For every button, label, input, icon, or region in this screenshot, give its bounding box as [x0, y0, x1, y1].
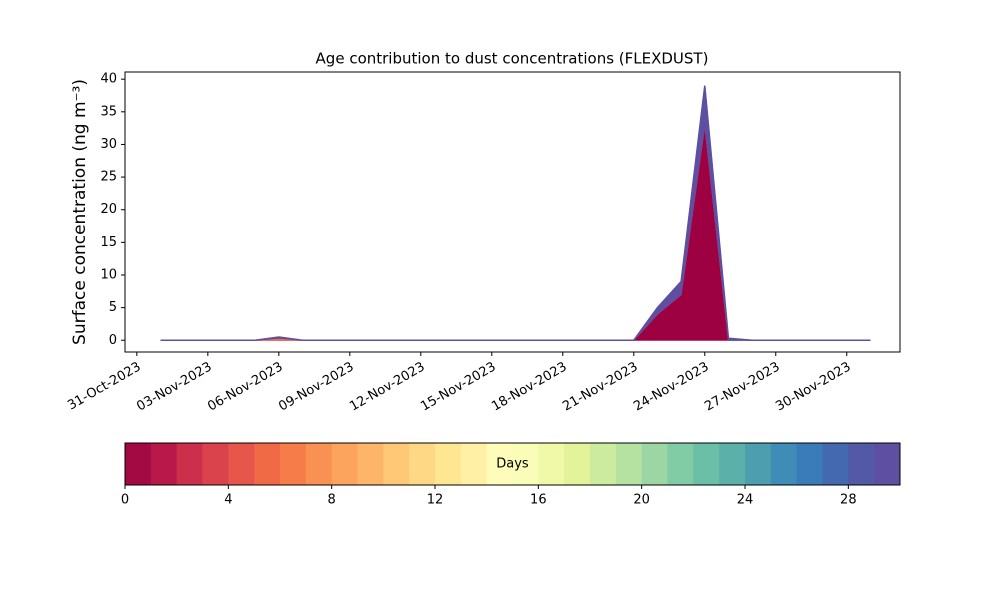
top-line	[160, 85, 871, 342]
y-tick-label: 10	[100, 267, 117, 282]
colorbar-swatch	[125, 443, 152, 485]
colorbar-swatch	[435, 443, 462, 485]
y-tick-label: 25	[100, 170, 117, 185]
colorbar-swatch	[538, 443, 565, 485]
colorbar-tick-label: 0	[121, 493, 129, 508]
colorbar-swatch	[590, 443, 617, 485]
x-tick-label: 15-Nov-2023	[418, 360, 498, 415]
colorbar-swatch	[719, 443, 746, 485]
colorbar-swatch	[667, 443, 694, 485]
x-tick-label: 31-Oct-2023	[65, 360, 143, 414]
area	[160, 85, 871, 341]
x-tick-label: 30-Nov-2023	[773, 360, 853, 415]
colorbar-swatch	[254, 443, 281, 485]
colorbar-swatch	[357, 443, 384, 485]
colorbar-swatch	[745, 443, 772, 485]
colorbar-tick-label: 12	[427, 493, 444, 508]
colorbar-swatch	[460, 443, 488, 485]
colorbar-swatch	[564, 443, 591, 485]
x-tick-label: 06-Nov-2023	[205, 360, 285, 415]
colorbar-swatch	[848, 443, 875, 485]
colorbar-swatch	[874, 443, 901, 485]
y-tick-label: 5	[109, 300, 117, 315]
colorbar-label: Days	[496, 457, 529, 472]
x-tick-label: 27-Nov-2023	[702, 360, 782, 415]
colorbar-swatch	[331, 443, 358, 485]
x-tick-label: 18-Nov-2023	[489, 360, 569, 415]
colorbar-tick-label: 8	[328, 493, 336, 508]
x-tick-label: 12-Nov-2023	[347, 360, 427, 415]
colorbar-frame	[124, 442, 901, 486]
colorbar-tick-label: 24	[737, 493, 754, 508]
y-tick-label: 30	[100, 137, 117, 152]
colorbar-swatch	[486, 443, 513, 485]
x-tick-label: 09-Nov-2023	[276, 360, 356, 415]
x-tick-label: 24-Nov-2023	[631, 360, 711, 415]
colorbar-tick-label: 20	[633, 493, 650, 508]
plot-frame	[124, 71, 901, 353]
colorbar-swatch	[202, 443, 229, 485]
colorbar-swatch	[383, 443, 410, 485]
colorbar-swatch	[305, 443, 333, 485]
chart-title: Age contribution to dust concentrations …	[316, 50, 709, 68]
y-tick-label: 0	[109, 333, 117, 348]
colorbar-swatch	[512, 443, 539, 485]
colorbar-tick-label: 4	[224, 493, 232, 508]
colorbar-swatch	[280, 443, 307, 485]
y-tick-label: 40	[100, 72, 117, 87]
x-tick-label: 03-Nov-2023	[134, 360, 214, 415]
y-tick-label: 15	[100, 235, 117, 250]
colorbar-tick-label: 28	[840, 493, 857, 508]
colorbar-swatch	[150, 443, 178, 485]
colorbar-swatch	[796, 443, 823, 485]
colorbar-swatch	[176, 443, 203, 485]
y-axis-label: Surface concentration (ng m⁻³)	[70, 79, 90, 345]
colorbar-swatch	[693, 443, 720, 485]
y-tick-label: 20	[100, 202, 117, 217]
colorbar-swatch	[822, 443, 849, 485]
area	[160, 124, 871, 341]
colorbar-swatch	[641, 443, 668, 485]
colorbar-tick-label: 16	[530, 493, 547, 508]
colorbar-swatch	[615, 443, 643, 485]
colorbar-swatch	[770, 443, 798, 485]
colorbar-swatch	[228, 443, 255, 485]
x-tick-label: 21-Nov-2023	[560, 360, 640, 415]
y-tick-label: 35	[100, 104, 117, 119]
colorbar-swatch	[409, 443, 436, 485]
area	[160, 124, 871, 341]
